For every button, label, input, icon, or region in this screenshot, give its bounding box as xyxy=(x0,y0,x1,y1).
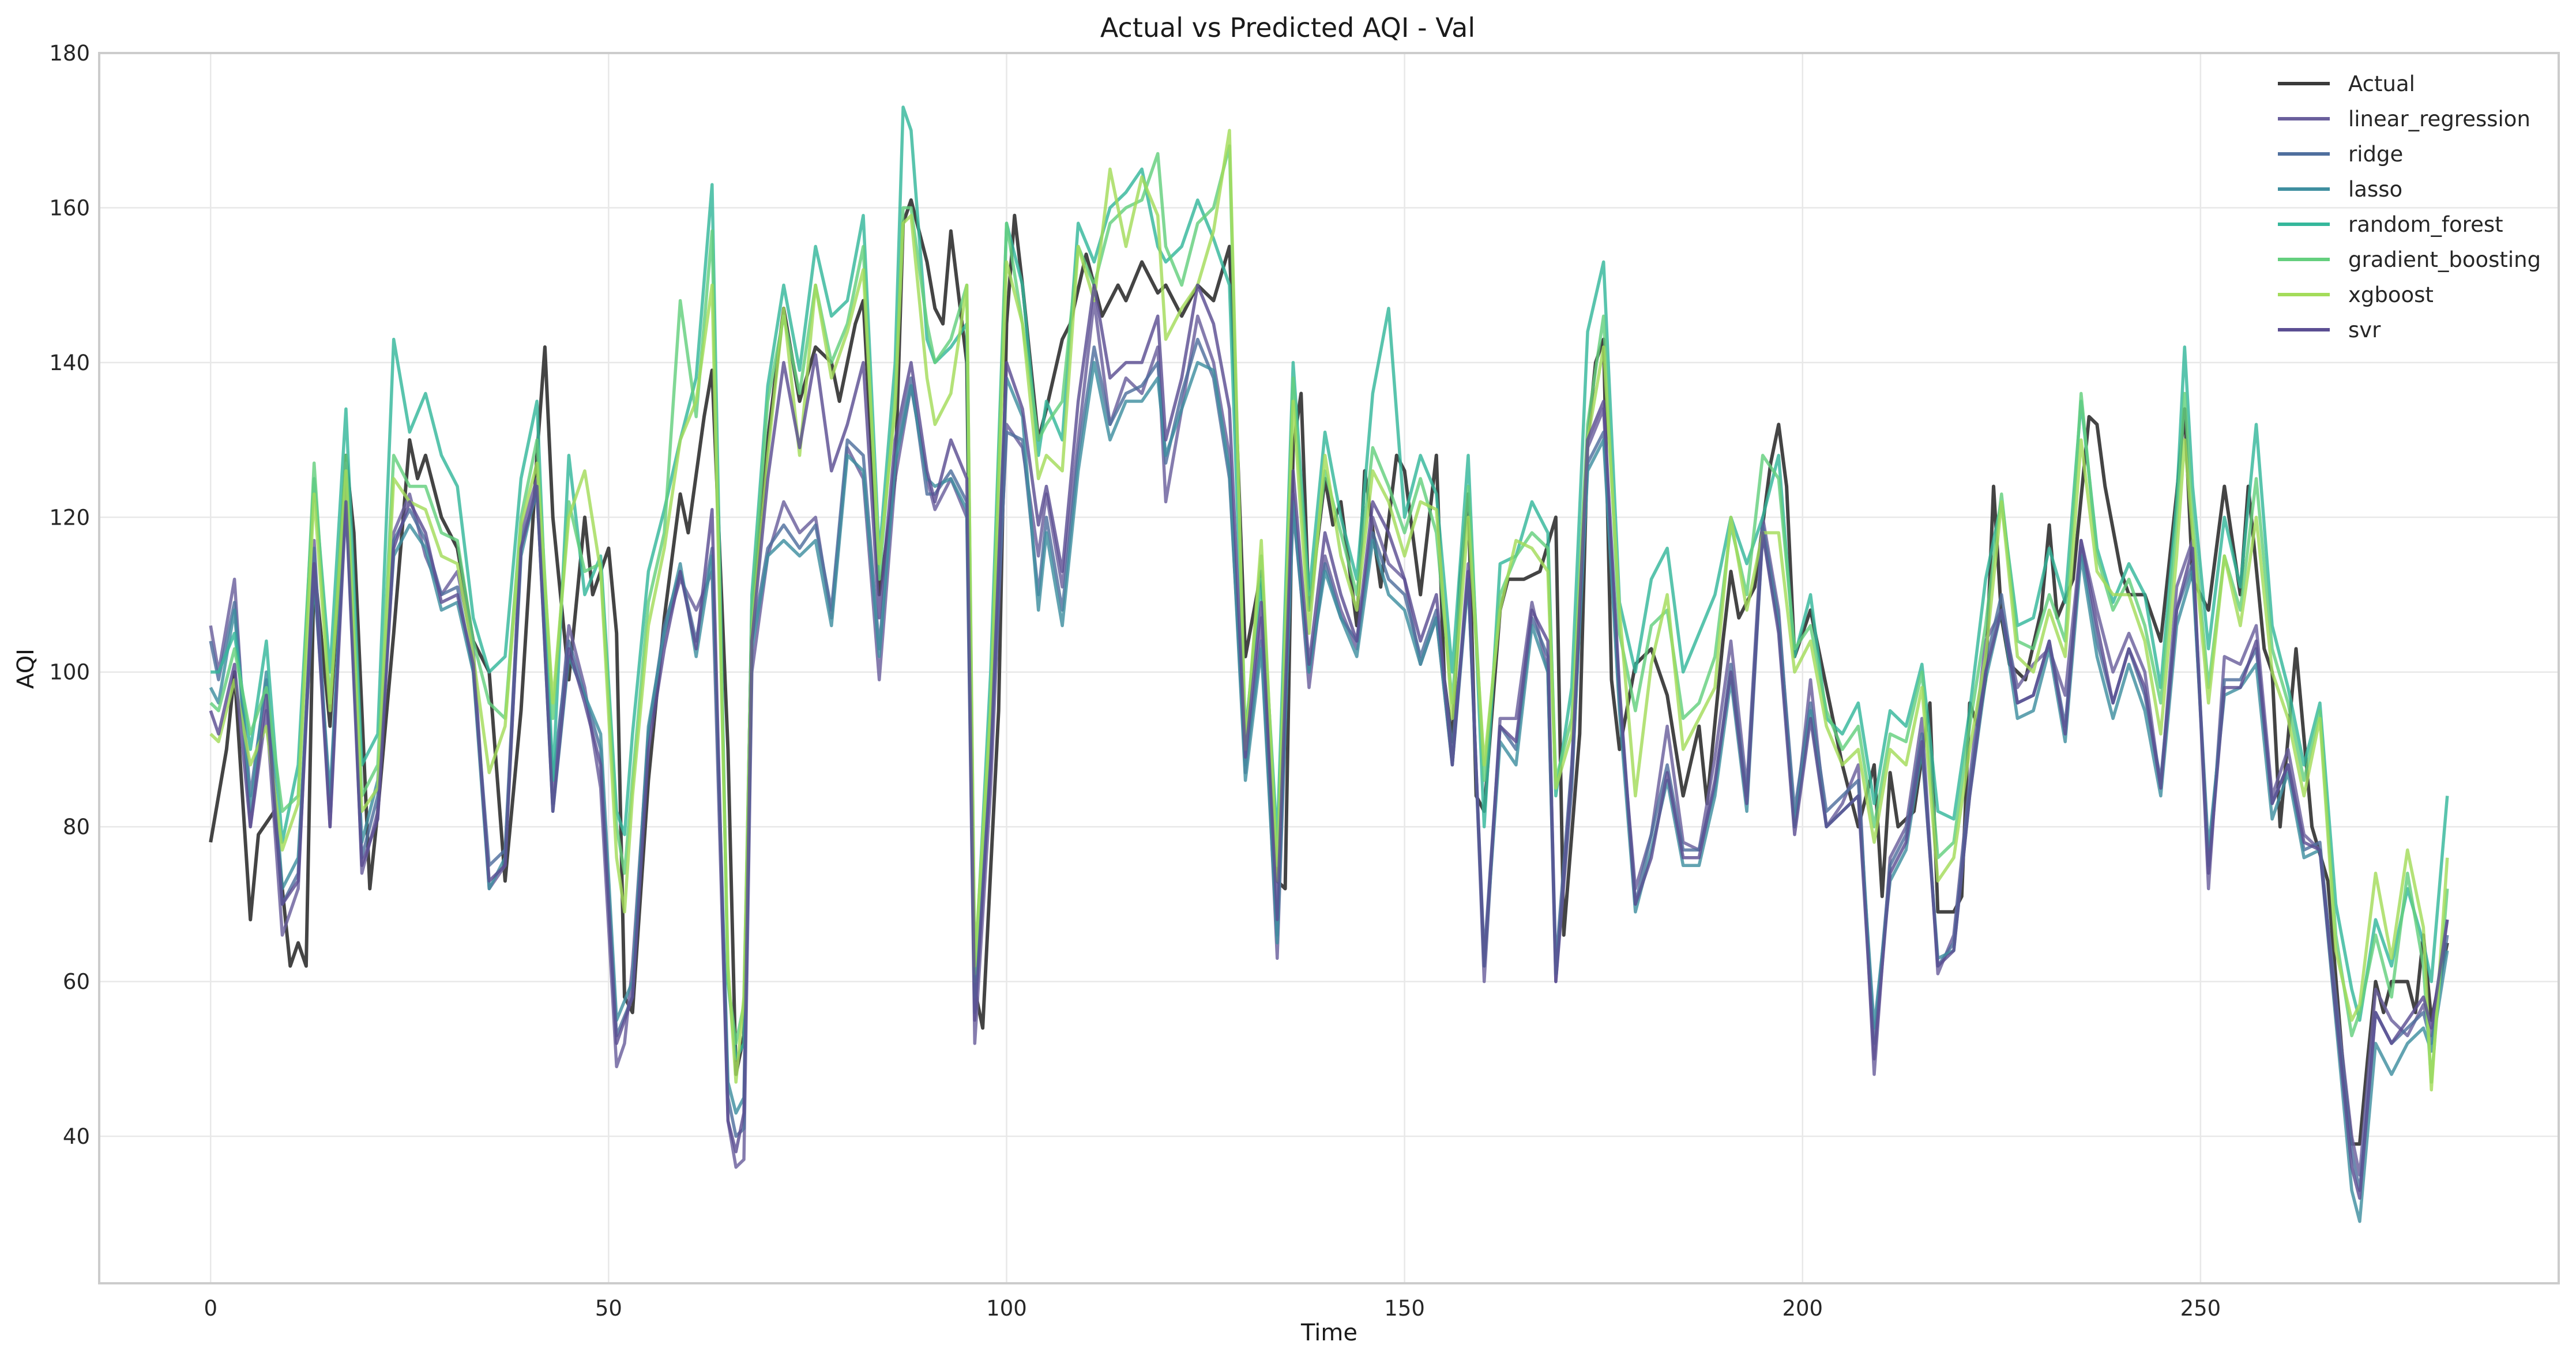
y-tick-label: 80 xyxy=(63,815,90,839)
legend-label: svr xyxy=(2348,318,2381,342)
legend-label: random_forest xyxy=(2348,212,2503,237)
y-tick-labels: 40 60 80 100 120 140 160 180 xyxy=(49,41,90,1149)
legend-label: linear_regression xyxy=(2348,107,2530,131)
plot-frame xyxy=(98,52,2560,1284)
x-tick-label: 200 xyxy=(1782,1296,1823,1321)
y-tick-label: 180 xyxy=(49,41,90,66)
series-line-xgboost xyxy=(209,129,2449,1092)
chart-title: Actual vs Predicted AQI - Val xyxy=(1100,12,1475,43)
x-tick-label: 250 xyxy=(2180,1296,2221,1321)
y-axis-title: AQI xyxy=(13,649,39,689)
series-line-Actual xyxy=(209,198,2449,1146)
x-tick-label: 100 xyxy=(986,1296,1027,1321)
y-tick-label: 120 xyxy=(49,505,90,530)
y-tick-label: 40 xyxy=(63,1124,90,1149)
series-layer xyxy=(209,105,2449,1223)
y-tick-label: 140 xyxy=(49,351,90,375)
series-line-svr xyxy=(209,283,2449,1200)
y-tick-label: 100 xyxy=(49,660,90,685)
legend-label: Actual xyxy=(2348,71,2415,96)
x-tick-label: 0 xyxy=(204,1296,217,1321)
legend-label: gradient_boosting xyxy=(2348,247,2541,272)
y-tick-label: 160 xyxy=(49,195,90,220)
legend-label: xgboost xyxy=(2348,282,2434,307)
x-tick-labels: 0 50 100 150 200 250 xyxy=(204,1296,2221,1321)
legend-label: lasso xyxy=(2348,177,2402,202)
legend-label: ridge xyxy=(2348,142,2403,167)
x-tick-label: 50 xyxy=(595,1296,622,1321)
x-axis-title: Time xyxy=(1300,1320,1357,1346)
y-tick-label: 60 xyxy=(63,970,90,994)
x-tick-label: 150 xyxy=(1384,1296,1425,1321)
